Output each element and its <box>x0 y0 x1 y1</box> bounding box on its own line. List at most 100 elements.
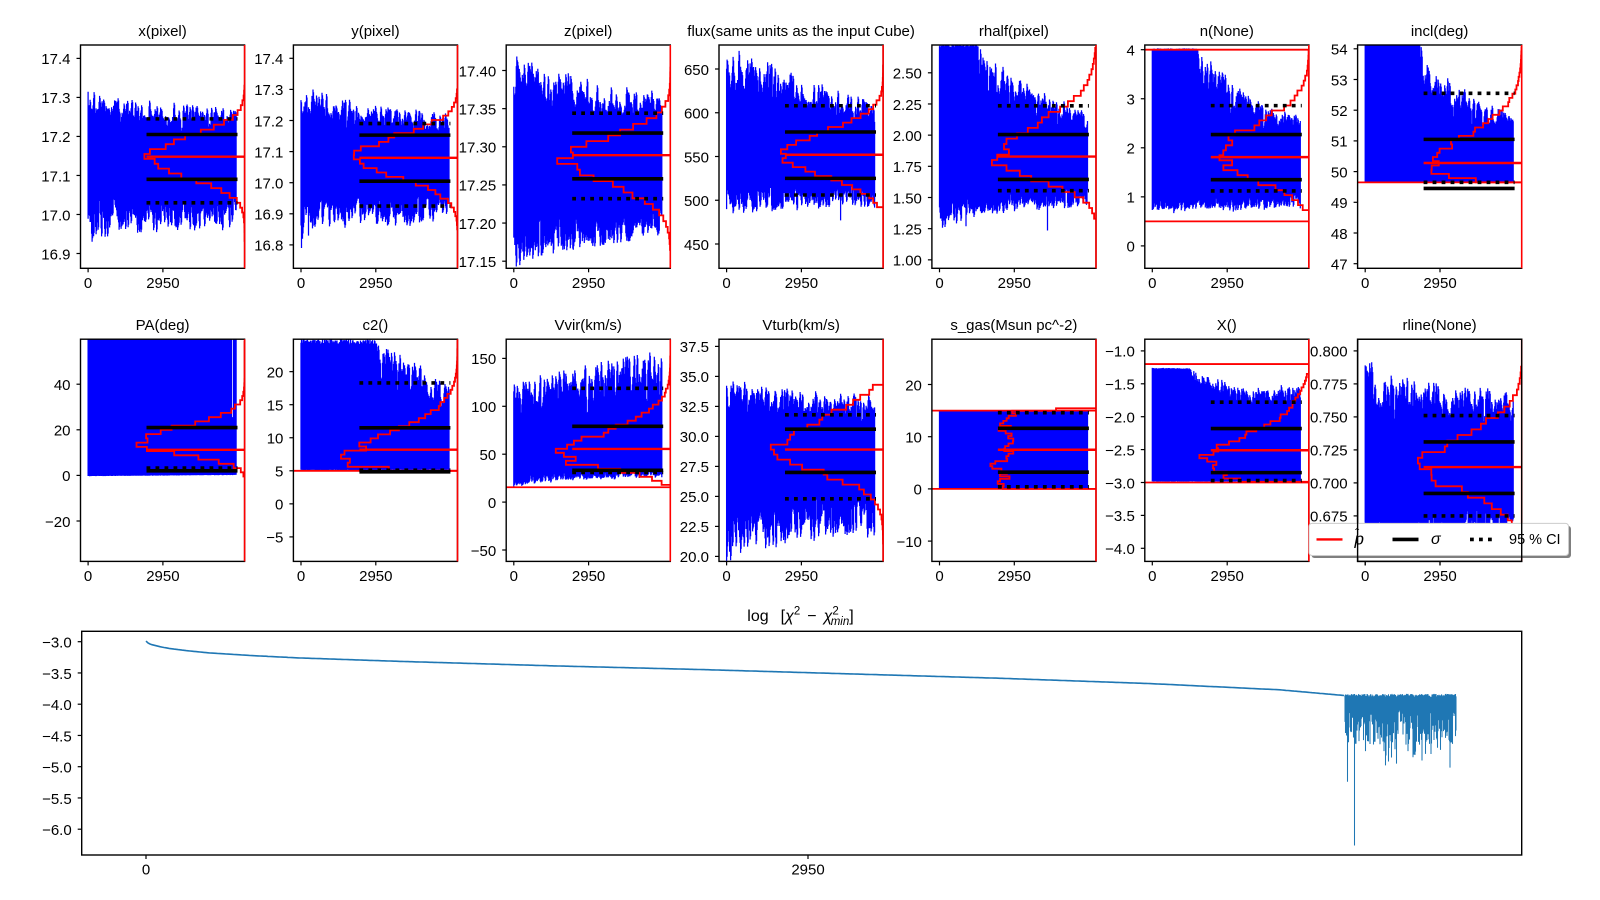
svg-text:500: 500 <box>684 193 709 210</box>
svg-text:c2(): c2() <box>362 317 388 334</box>
svg-text:17.3: 17.3 <box>41 90 70 107</box>
svg-text:17.0: 17.0 <box>254 176 283 193</box>
svg-text:0: 0 <box>1361 275 1369 292</box>
svg-text:4: 4 <box>1126 43 1134 60</box>
svg-text:−3.5: −3.5 <box>1105 508 1135 525</box>
svg-text:17.40: 17.40 <box>459 63 497 80</box>
svg-text:2950: 2950 <box>998 568 1031 585</box>
svg-text:−3.0: −3.0 <box>1105 475 1135 492</box>
svg-text:x(pixel): x(pixel) <box>138 23 186 40</box>
svg-text:2950: 2950 <box>1423 568 1456 585</box>
svg-text:2950: 2950 <box>785 568 818 585</box>
svg-text:−4.5: −4.5 <box>42 728 72 745</box>
svg-text:2950: 2950 <box>572 275 605 292</box>
svg-text:0: 0 <box>722 275 730 292</box>
svg-text:650: 650 <box>684 62 709 79</box>
svg-text:1.00: 1.00 <box>893 253 922 270</box>
svg-text:20.0: 20.0 <box>680 549 709 566</box>
svg-text:2950: 2950 <box>1211 568 1244 585</box>
svg-text:35.0: 35.0 <box>680 369 709 386</box>
svg-text:150: 150 <box>471 351 496 368</box>
svg-text:incl(deg): incl(deg) <box>1411 23 1469 40</box>
svg-text:48: 48 <box>1331 226 1348 243</box>
svg-text:−1.0: −1.0 <box>1105 344 1135 361</box>
svg-text:rhalf(pixel): rhalf(pixel) <box>979 23 1049 40</box>
svg-text:95 % CI: 95 % CI <box>1509 532 1561 548</box>
svg-text:0: 0 <box>142 862 150 879</box>
svg-text:0: 0 <box>62 468 70 485</box>
svg-text:−5.5: −5.5 <box>42 791 72 808</box>
svg-text:54: 54 <box>1331 42 1348 59</box>
svg-text:0: 0 <box>510 275 518 292</box>
svg-text:−1.5: −1.5 <box>1105 377 1135 394</box>
svg-text:17.0: 17.0 <box>41 207 70 224</box>
svg-text:n(None): n(None) <box>1200 23 1254 40</box>
svg-text:25.0: 25.0 <box>680 489 709 506</box>
svg-text:0.775: 0.775 <box>1310 377 1348 394</box>
svg-text:−4.0: −4.0 <box>42 697 72 714</box>
svg-text:17.4: 17.4 <box>41 51 70 68</box>
svg-text:2950: 2950 <box>572 568 605 585</box>
svg-text:0: 0 <box>275 497 283 514</box>
svg-text:20: 20 <box>905 377 922 394</box>
svg-text:−5: −5 <box>266 530 283 547</box>
svg-text:16.9: 16.9 <box>41 246 70 263</box>
svg-text:50: 50 <box>480 447 497 464</box>
svg-text:s_gas(Msun pc^-2): s_gas(Msun pc^-2) <box>950 317 1077 334</box>
svg-text:0: 0 <box>297 568 305 585</box>
svg-text:37.5: 37.5 <box>680 339 709 356</box>
svg-text:52: 52 <box>1331 103 1348 120</box>
svg-text:2950: 2950 <box>359 568 392 585</box>
svg-text:2950: 2950 <box>146 568 179 585</box>
svg-text:0.675: 0.675 <box>1310 509 1348 526</box>
svg-text:53: 53 <box>1331 72 1348 89</box>
svg-text:1: 1 <box>1126 190 1134 207</box>
svg-text:5: 5 <box>275 464 283 481</box>
svg-text:0: 0 <box>935 568 943 585</box>
svg-text:−6.0: −6.0 <box>42 822 72 839</box>
svg-text:0: 0 <box>297 275 305 292</box>
svg-text:0: 0 <box>1361 568 1369 585</box>
svg-text:17.30: 17.30 <box>459 140 497 157</box>
svg-text:y(pixel): y(pixel) <box>351 23 399 40</box>
svg-text:2950: 2950 <box>1211 275 1244 292</box>
svg-text:0: 0 <box>722 568 730 585</box>
svg-text:0: 0 <box>1148 568 1156 585</box>
svg-text:2.00: 2.00 <box>893 128 922 145</box>
svg-text:p: p <box>1354 530 1364 549</box>
svg-text:X(): X() <box>1217 317 1237 334</box>
svg-text:0: 0 <box>914 482 922 499</box>
svg-text:−2.5: −2.5 <box>1105 442 1135 459</box>
svg-text:2: 2 <box>1126 141 1134 158</box>
svg-text:−3.0: −3.0 <box>42 635 72 652</box>
svg-text:PA(deg): PA(deg) <box>136 317 190 334</box>
svg-text:1.25: 1.25 <box>893 221 922 238</box>
svg-text:−2.0: −2.0 <box>1105 410 1135 427</box>
svg-text:3: 3 <box>1126 92 1134 109</box>
svg-text:17.1: 17.1 <box>41 168 70 185</box>
svg-text:σ: σ <box>1431 531 1442 548</box>
svg-text:450: 450 <box>684 237 709 254</box>
svg-text:17.25: 17.25 <box>459 178 497 195</box>
svg-text:Vturb(km/s): Vturb(km/s) <box>762 317 840 334</box>
svg-text:−3.5: −3.5 <box>42 666 72 683</box>
svg-text:0: 0 <box>84 568 92 585</box>
svg-text:2950: 2950 <box>1423 275 1456 292</box>
svg-text:550: 550 <box>684 149 709 166</box>
svg-text:1.50: 1.50 <box>893 190 922 207</box>
svg-text:0: 0 <box>1126 239 1134 256</box>
svg-text:16.8: 16.8 <box>254 238 283 255</box>
svg-text:−10: −10 <box>896 534 921 551</box>
svg-text:17.15: 17.15 <box>459 254 497 271</box>
svg-text:0: 0 <box>1148 275 1156 292</box>
svg-text:20: 20 <box>54 423 71 440</box>
svg-text:17.4: 17.4 <box>254 51 283 68</box>
svg-text:0.700: 0.700 <box>1310 476 1348 493</box>
svg-text:flux(same units as the input C: flux(same units as the input Cube) <box>687 23 915 40</box>
svg-text:51: 51 <box>1331 134 1348 151</box>
svg-text:30.0: 30.0 <box>680 429 709 446</box>
svg-text:2.50: 2.50 <box>893 66 922 83</box>
svg-text:50: 50 <box>1331 164 1348 181</box>
svg-text:2950: 2950 <box>998 275 1031 292</box>
svg-text:rline(None): rline(None) <box>1402 317 1476 334</box>
